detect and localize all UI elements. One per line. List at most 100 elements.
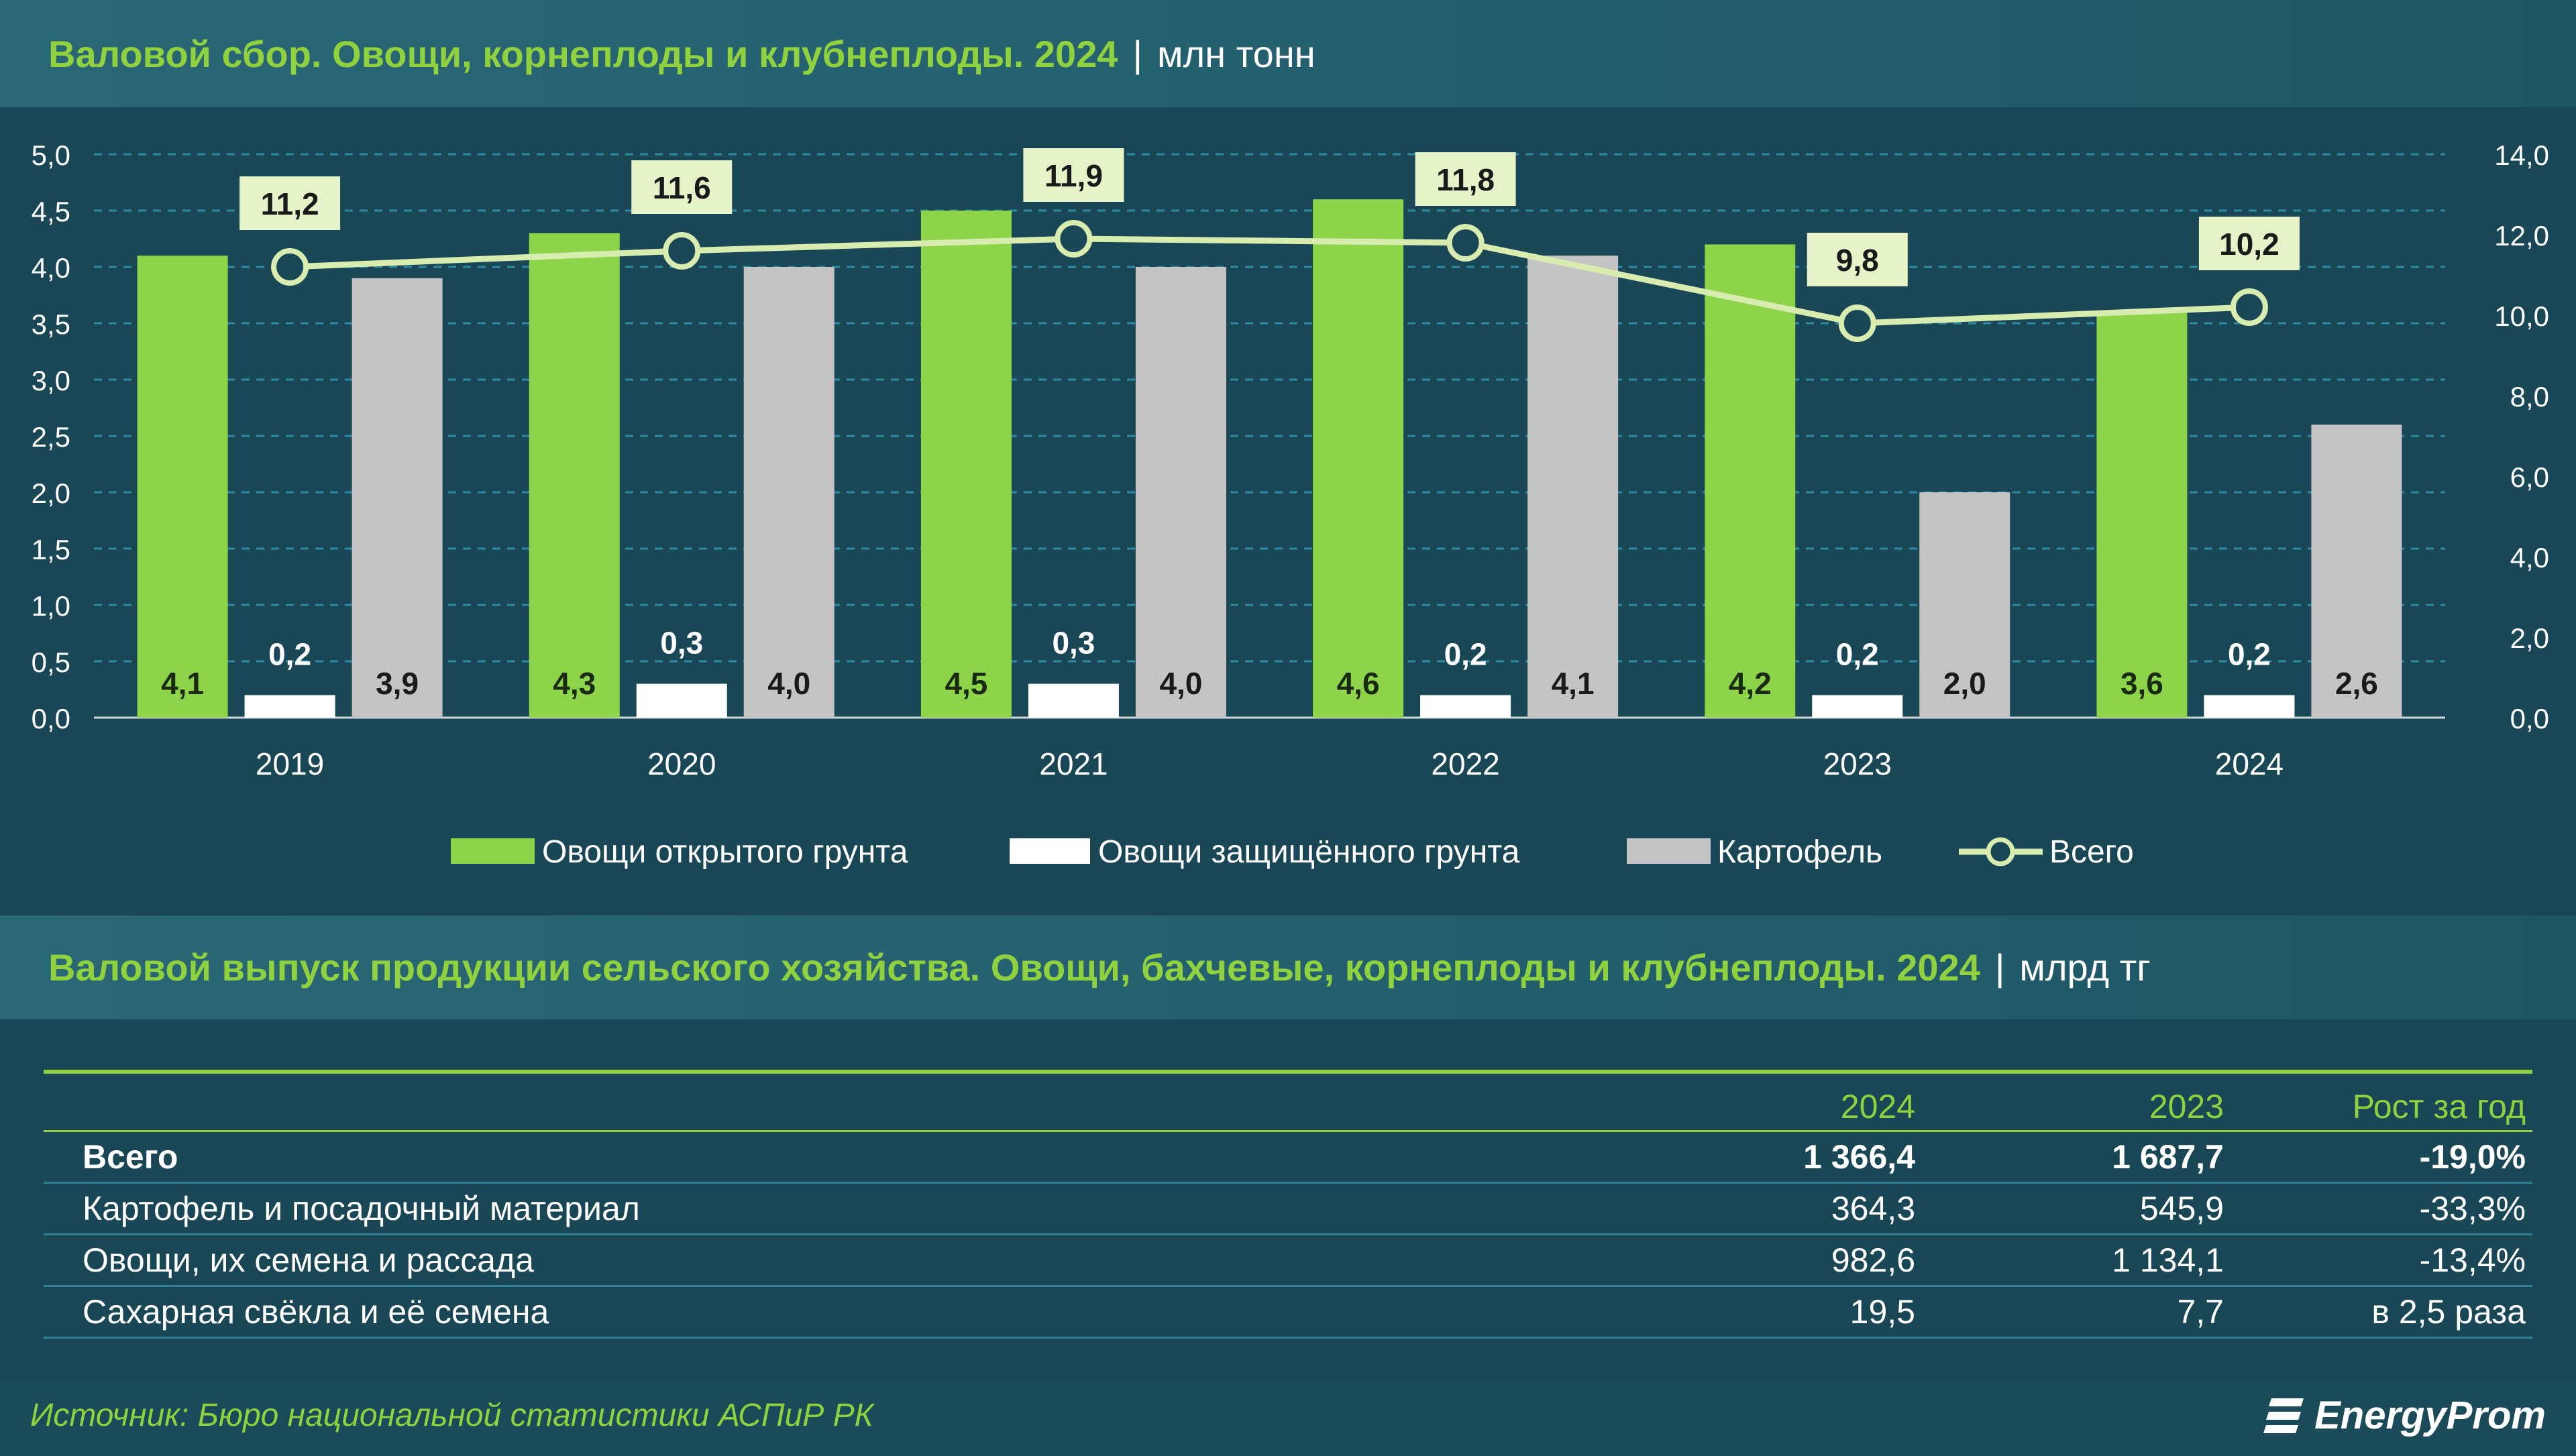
- line-data-label: 11,2: [261, 186, 319, 221]
- bar-potato: [2311, 425, 2402, 718]
- y-left-tick-label: 2,5: [32, 421, 70, 453]
- bar-data-label: 4,6: [1337, 666, 1380, 701]
- column-header: 2023: [1922, 1070, 2231, 1132]
- y-left-tick-label: 1,5: [32, 534, 70, 565]
- x-tick-label: 2020: [647, 746, 716, 781]
- bar-open-ground: [529, 233, 620, 718]
- bar-open-ground: [1705, 244, 1796, 718]
- bar-protected-ground: [1812, 695, 1903, 718]
- cell-growth: в 2,5 раза: [2231, 1286, 2532, 1339]
- title-separator-2: |: [1994, 946, 2005, 989]
- table-row: Сахарная свёкла и её семена 19,5 7,7 в 2…: [44, 1286, 2532, 1339]
- column-header: [44, 1070, 1607, 1132]
- x-tick-label: 2022: [1431, 746, 1499, 781]
- line-data-label: 9,8: [1836, 243, 1879, 278]
- legend-swatch-protected-ground: [1010, 838, 1090, 864]
- x-tick-label: 2021: [1039, 746, 1108, 781]
- legend-swatch-open-ground: [451, 838, 535, 864]
- y-left-tick-label: 1,0: [32, 590, 70, 622]
- y-left-tick-label: 3,0: [32, 365, 70, 396]
- bar-data-label: 4,0: [1159, 666, 1202, 701]
- chart-title: Валовой сбор. Овощи, корнеплоды и клубне…: [48, 32, 1118, 75]
- y-left-tick-label: 0,0: [32, 703, 70, 734]
- line-data-label: 11,8: [1436, 162, 1495, 197]
- bar-potato: [1135, 267, 1226, 718]
- line-label-box: [239, 176, 341, 230]
- bar-protected-ground: [1028, 683, 1119, 718]
- cell-2024: 1 366,4: [1607, 1131, 1922, 1184]
- y-right-tick-label: 10,0: [2494, 300, 2549, 332]
- bar-data-label: 4,1: [1552, 666, 1595, 701]
- cell-growth: -13,4%: [2231, 1234, 2532, 1287]
- line-data-label: 11,6: [653, 170, 711, 205]
- bar-potato: [1527, 256, 1619, 718]
- chart-header: Валовой сбор. Овощи, корнеплоды и клубне…: [0, 0, 2576, 107]
- bar-data-label: 0,2: [1444, 636, 1487, 671]
- legend-label: Картофель: [1717, 834, 1882, 870]
- bar-data-label: 0,3: [1052, 626, 1095, 661]
- x-tick-label: 2024: [2215, 746, 2284, 781]
- title-separator: |: [1132, 32, 1142, 75]
- bar-open-ground: [2096, 312, 2188, 718]
- y-left-tick-label: 4,0: [32, 252, 70, 284]
- cell-growth: -33,3%: [2231, 1182, 2532, 1235]
- y-right-tick-label: 12,0: [2494, 220, 2549, 251]
- bar-data-label: 0,2: [2228, 636, 2271, 671]
- y-right-tick-label: 6,0: [2510, 461, 2549, 493]
- energyprom-logo-icon: [2263, 1398, 2304, 1433]
- bar-protected-ground: [244, 695, 335, 718]
- output-table: 2024 2023 Рост за год Всего 1 366,4 1 68…: [44, 1070, 2532, 1339]
- table-header: Валовой выпуск продукции сельского хозяй…: [0, 915, 2576, 1019]
- bar-protected-ground: [2204, 695, 2295, 718]
- line-label-box: [631, 160, 733, 214]
- cell-2023: 1 687,7: [1922, 1131, 2231, 1184]
- bar-potato: [1919, 492, 2010, 718]
- chart-panel: 0,0 0,5 1,0 1,5 2,0 2,5 3,0 3,5 4,0 4,5 5,0 0,0 2,0 4…: [0, 107, 2576, 915]
- line-point: [1055, 220, 1093, 258]
- line-label-box: [2198, 217, 2300, 270]
- bar-data-label: 2,0: [1943, 666, 1986, 701]
- bar-protected-ground: [636, 683, 727, 718]
- cell-2023: 545,9: [1922, 1182, 2231, 1235]
- line-data-label: 11,9: [1044, 158, 1103, 193]
- bar-line-chart: 0,0 0,5 1,0 1,5 2,0 2,5 3,0 3,5 4,0 4,5 5,0 0,0 2,0 4…: [32, 139, 2549, 870]
- line-point: [1446, 224, 1485, 262]
- line-data-label: 10,2: [2219, 227, 2279, 262]
- y-left-tick-label: 2,0: [32, 478, 70, 509]
- bar-open-ground: [137, 256, 228, 718]
- legend-swatch-potato: [1627, 838, 1711, 864]
- table-panel: 2024 2023 Рост за год Всего 1 366,4 1 68…: [0, 1019, 2576, 1378]
- table-header-row: 2024 2023 Рост за год: [44, 1070, 2532, 1132]
- x-tick-label: 2019: [256, 746, 324, 781]
- line-label-box: [1807, 233, 1908, 286]
- bar-protected-ground: [1420, 695, 1511, 718]
- bar-data-label: 0,2: [1836, 636, 1879, 671]
- bar-open-ground: [1313, 199, 1404, 718]
- bar-data-label: 4,1: [161, 666, 204, 701]
- y-right-tick-label: 4,0: [2510, 542, 2549, 573]
- y-right-tick-label: 0,0: [2510, 703, 2549, 734]
- bar-data-label: 2,6: [2335, 666, 2378, 701]
- y-left-tick-label: 5,0: [32, 139, 70, 171]
- footer: Источник: Бюро национальной статистики А…: [0, 1378, 2576, 1456]
- y-right-tick-label: 2,0: [2510, 622, 2549, 654]
- line-label-box: [1415, 152, 1516, 206]
- row-label: Всего: [44, 1131, 1607, 1184]
- bar-data-label: 0,2: [268, 636, 311, 671]
- table-row: Картофель и посадочный материал 364,3 54…: [44, 1182, 2532, 1235]
- line-point: [1838, 304, 1876, 342]
- bar-open-ground: [920, 211, 1012, 718]
- line-point: [271, 248, 309, 286]
- bar-data-label: 3,9: [376, 666, 419, 701]
- brand-logo: EnergyProm: [2262, 1392, 2546, 1439]
- bar-potato: [743, 267, 835, 718]
- table-title: Валовой выпуск продукции сельского хозяй…: [48, 946, 1980, 989]
- chart-unit: млн тонн: [1157, 32, 1316, 75]
- line-label-box: [1023, 148, 1124, 202]
- table-row: Всего 1 366,4 1 687,7 -19,0%: [44, 1131, 2532, 1184]
- cell-2024: 19,5: [1607, 1286, 1922, 1339]
- legend-label: Всего: [2049, 834, 2134, 870]
- cell-2023: 1 134,1: [1922, 1234, 2231, 1287]
- y-left-tick-label: 4,5: [32, 196, 70, 227]
- table-unit: млрд тг: [2019, 946, 2151, 989]
